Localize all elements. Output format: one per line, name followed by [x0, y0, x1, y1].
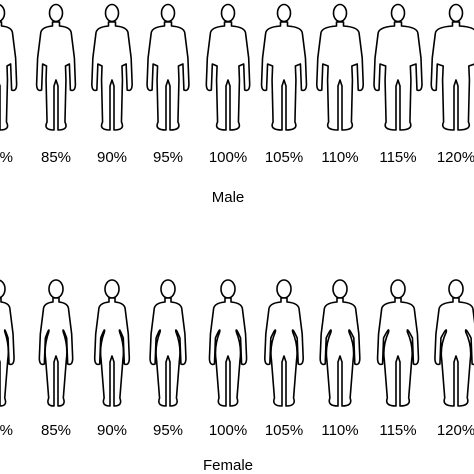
female-percent-label: 120% — [437, 422, 474, 439]
male-percent-label: 95% — [153, 149, 183, 166]
male-percent-label: 80% — [0, 149, 13, 166]
male-silhouette-icon — [315, 3, 365, 131]
female-percent-label: 105% — [265, 422, 303, 439]
male-percent-label: 120% — [437, 149, 474, 166]
female-silhouette-icon — [38, 279, 74, 407]
male-silhouette-icon — [0, 4, 18, 131]
female-silhouette-icon — [208, 279, 248, 407]
male-row: 80% 85% 90% 95% 100% 105% 110% 115% 120% — [0, 3, 474, 166]
female-percent-label: 90% — [97, 422, 127, 439]
female-silhouette-icon — [0, 279, 15, 407]
female-silhouette-icon — [376, 279, 420, 407]
male-silhouette-icon — [205, 3, 251, 131]
female-percent-label: 80% — [0, 422, 13, 439]
female-silhouette-icon — [264, 279, 304, 407]
male-silhouette-icon — [430, 3, 474, 131]
male-silhouette-icon — [146, 3, 190, 131]
male-silhouette-icon — [260, 3, 308, 131]
female-silhouette-icon — [93, 279, 131, 407]
female-percent-label: 85% — [41, 422, 71, 439]
male-percent-label: 85% — [41, 149, 71, 166]
female-caption: Female — [203, 457, 253, 474]
male-percent-label: 105% — [265, 149, 303, 166]
male-silhouette-icon — [91, 3, 133, 131]
female-silhouette-icon — [319, 279, 361, 407]
male-percent-label: 100% — [209, 149, 247, 166]
female-percent-label: 115% — [379, 422, 416, 439]
male-percent-label: 115% — [379, 149, 416, 166]
female-percent-label: 95% — [153, 422, 183, 439]
male-caption: Male — [212, 189, 245, 206]
male-silhouette-icon — [35, 3, 77, 131]
female-percent-label: 110% — [321, 422, 358, 439]
male-percent-label: 110% — [321, 149, 358, 166]
female-row: 80% 85% 90% 95% 100% 105% 110% 115% 120% — [0, 279, 474, 439]
male-silhouette-icon — [373, 3, 423, 131]
female-silhouette-icon — [149, 279, 187, 407]
female-silhouette-icon — [434, 279, 474, 407]
female-percent-label: 100% — [209, 422, 247, 439]
male-percent-label: 90% — [97, 149, 127, 166]
